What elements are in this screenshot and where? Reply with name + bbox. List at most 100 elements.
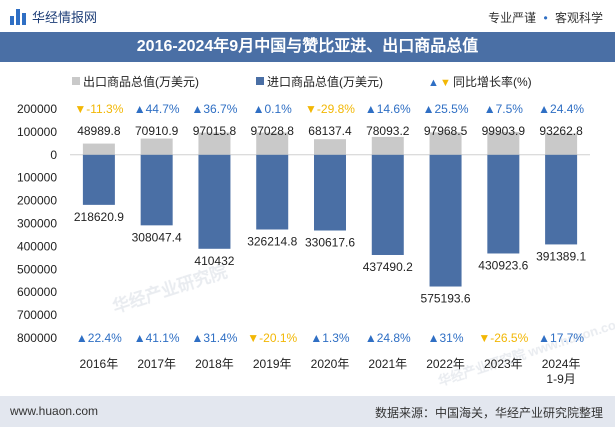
- bars: [82, 131, 578, 287]
- export-value-label: 48989.8: [77, 124, 121, 138]
- export-yoy-label: ▼-11.3%: [74, 102, 123, 116]
- export-value-label: 78093.2: [366, 124, 410, 138]
- chart: 出口商品总值(万美元) 进口商品总值(万美元) ▲ ▼ 同比增长率(%) 华经产…: [17, 74, 615, 389]
- legend-label-import: 进口商品总值(万美元): [267, 74, 383, 89]
- chart-title: 2016-2024年9月中国与赞比亚进、出口商品总值: [0, 32, 615, 62]
- export-yoy-label: ▲36.7%: [191, 102, 237, 116]
- import-value-label: 575193.6: [421, 292, 471, 306]
- import-yoy-label: ▲22.4%: [76, 331, 122, 345]
- x-tick-label: 2019年: [253, 357, 292, 371]
- import-yoy-label: ▼-20.1%: [247, 331, 297, 345]
- brand-name: 华经情报网: [32, 10, 98, 25]
- import-bar: [545, 154, 578, 245]
- watermark-2: 华经产业研究院 www.huaon.com: [436, 314, 615, 389]
- export-bar: [429, 132, 462, 155]
- x-tick-label: 1-9月: [546, 372, 575, 386]
- import-bar: [198, 154, 231, 249]
- export-bar: [545, 133, 578, 155]
- x-tick-label: 2023年: [484, 357, 523, 371]
- y-tick-label: 100000: [17, 171, 57, 185]
- export-bar: [487, 131, 520, 155]
- import-yoy-label: ▲1.3%: [310, 331, 350, 345]
- import-value-label: 430923.6: [478, 258, 528, 272]
- export-bar: [82, 143, 115, 155]
- import-bar: [140, 154, 173, 226]
- import-value-label: 391389.1: [536, 249, 586, 263]
- import-value-label: 326214.8: [247, 235, 297, 249]
- export-yoy-label: ▲7.5%: [484, 102, 524, 116]
- legend-down-arrow-icon: ▼: [440, 77, 451, 89]
- x-tick-label: 2016年: [80, 357, 119, 371]
- import-yoy-label: ▼-26.5%: [478, 331, 528, 345]
- x-tick-label: 2024年: [542, 357, 581, 371]
- export-bar: [256, 132, 289, 155]
- export-value-label: 99903.9: [482, 124, 526, 138]
- slogan: 专业严谨 • 客观科学: [488, 9, 603, 26]
- footer-url: www.huaon.com: [10, 404, 99, 418]
- footer: www.huaon.com 数据来源：中国海关，华经产业研究院整理: [0, 396, 615, 427]
- y-tick-label: 600000: [17, 285, 57, 299]
- brand: 华经情报网: [10, 7, 97, 26]
- export-value-label: 93262.8: [539, 124, 583, 138]
- export-yoy-label: ▲24.4%: [538, 102, 584, 116]
- yoy-labels: ▼-11.3% ▲22.4% ▲44.7% ▲41.1% ▲36.7% ▲31.4% ▲0.…: [74, 102, 584, 345]
- x-tick-label: 2020年: [311, 357, 350, 371]
- legend-label-export: 出口商品总值(万美元): [83, 74, 199, 89]
- y-tick-label: 400000: [17, 239, 57, 253]
- y-tick-label: 800000: [17, 331, 57, 345]
- slogan-right: 客观科学: [554, 11, 603, 25]
- export-bar: [371, 136, 404, 155]
- legend-swatch-export: [72, 77, 80, 85]
- legend-up-arrow-icon: ▲: [428, 77, 439, 89]
- y-tick-label: 300000: [17, 217, 57, 231]
- slogan-separator: •: [543, 11, 548, 25]
- export-bar: [198, 132, 231, 155]
- y-tick-label: 500000: [17, 262, 57, 276]
- import-bar: [429, 154, 462, 287]
- import-yoy-label: ▲24.8%: [365, 331, 411, 345]
- y-tick-label: 700000: [17, 308, 57, 322]
- import-value-label: 410432: [194, 254, 234, 268]
- x-tick-label: 2018年: [195, 357, 234, 371]
- watermark-1: 华经产业研究院: [110, 261, 229, 317]
- x-tick-label: 2022年: [426, 357, 465, 371]
- export-yoy-label: ▲14.6%: [365, 102, 411, 116]
- export-bar: [314, 139, 346, 155]
- import-bar: [82, 154, 115, 205]
- export-yoy-label: ▼-29.8%: [305, 102, 355, 116]
- export-yoy-label: ▲0.1%: [253, 102, 293, 116]
- import-bar: [371, 154, 404, 255]
- export-value-label: 97015.8: [193, 124, 237, 138]
- y-tick-label: 100000: [17, 125, 57, 139]
- y-tick-label: 0: [50, 148, 57, 162]
- export-bar: [140, 138, 173, 155]
- import-bar: [256, 154, 289, 230]
- import-bar: [314, 154, 346, 231]
- export-value-label: 70910.9: [135, 124, 179, 138]
- import-value-label: 437490.2: [363, 260, 413, 274]
- export-yoy-label: ▲44.7%: [134, 102, 180, 116]
- import-value-label: 218620.9: [74, 210, 124, 224]
- legend-label-yoy: 同比增长率(%): [453, 74, 532, 89]
- slogan-left: 专业严谨: [488, 11, 537, 25]
- top-bar: 华经情报网 专业严谨 • 客观科学: [0, 0, 615, 32]
- footer-source: 数据来源：中国海关，华经产业研究院整理: [374, 406, 603, 420]
- legend-swatch-import: [256, 77, 264, 85]
- import-bar: [487, 154, 520, 254]
- import-yoy-label: ▲31.4%: [191, 331, 237, 345]
- export-value-label: 97968.5: [424, 124, 468, 138]
- export-yoy-label: ▲25.5%: [423, 102, 469, 116]
- export-value-label: 97028.8: [251, 124, 295, 138]
- legend: 出口商品总值(万美元) 进口商品总值(万美元) ▲ ▼ 同比增长率(%): [72, 74, 532, 89]
- data-labels: 48989.8 218620.9 70910.9 308047.4 97015.8 410…: [74, 124, 587, 306]
- y-tick-label: 200000: [17, 102, 57, 116]
- watermarks: 华经产业研究院 华经产业研究院 www.huaon.com: [110, 261, 615, 389]
- y-tick-label: 200000: [17, 194, 57, 208]
- brand-logo-icon: [10, 8, 26, 25]
- x-tick-label: 2017年: [137, 357, 176, 371]
- export-value-label: 68137.4: [308, 124, 352, 138]
- import-value-label: 308047.4: [132, 230, 182, 244]
- x-axis: 2016年 2017年 2018年 2019年 2020年 2021年 2022年 2023年…: [80, 357, 581, 386]
- import-value-label: 330617.6: [305, 236, 355, 250]
- import-yoy-label: ▲31%: [428, 331, 464, 345]
